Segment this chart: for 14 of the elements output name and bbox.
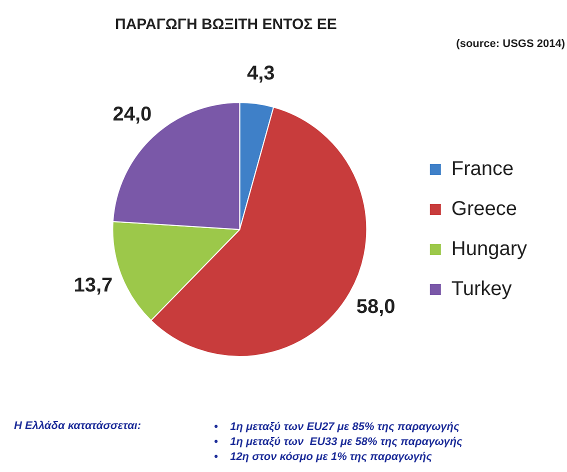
- data-label: 58,0: [356, 296, 396, 318]
- legend-label: Hungary: [451, 238, 528, 260]
- legend-label: Greece: [451, 198, 517, 220]
- chart-title: ΠΑΡΑΓΩΓΗ ΒΩΞΙΤΗ ΕΝΤΟΣ ΕΕ: [115, 16, 337, 33]
- text: • 1η μεταξύ των EU27 με 85% της παραγωγής: [214, 420, 460, 435]
- text: • 12η στον κόσμο με 1% της παραγωγής: [214, 450, 433, 465]
- data-label: 24,0: [112, 104, 152, 126]
- data-label: 13,7: [74, 274, 113, 296]
- text: Η Ελλάδα κατατάσσεται:: [14, 420, 141, 432]
- legend-label: Turkey: [451, 278, 512, 300]
- text: • 1η μεταξύ των EU33 με 58% της παραγωγής: [214, 435, 462, 450]
- data-label: 4,3: [246, 62, 275, 84]
- text: (source: USGS 2014): [456, 38, 565, 50]
- legend-label: France: [451, 158, 514, 180]
